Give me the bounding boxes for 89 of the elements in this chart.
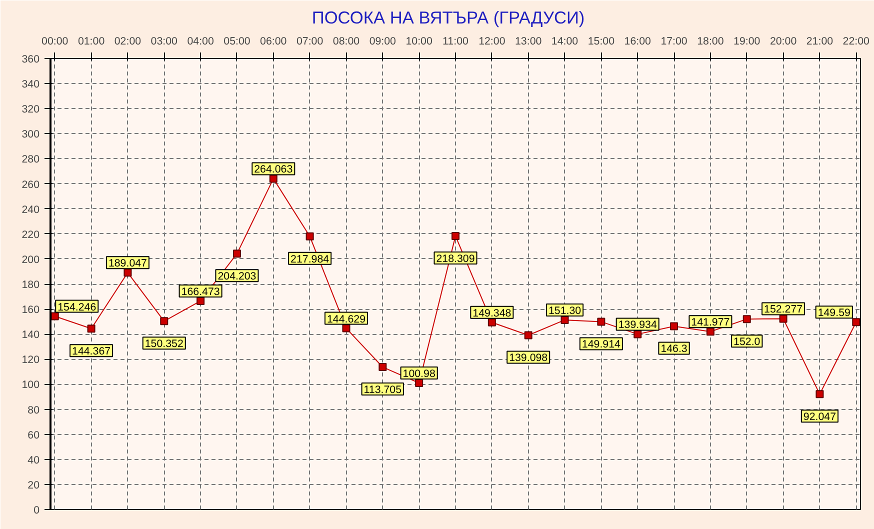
x-tick-label: 14:00 xyxy=(551,36,578,48)
point xyxy=(779,314,788,323)
x-tick-label: 22:00 xyxy=(842,36,870,48)
data-label: 149.348 xyxy=(472,307,512,320)
data-label: 204.203 xyxy=(218,270,256,283)
point xyxy=(232,250,241,258)
point xyxy=(160,317,168,326)
data-label: 139.934 xyxy=(618,319,657,332)
x-tick-label: 05:00 xyxy=(224,36,250,48)
point xyxy=(706,328,714,336)
data-label: 166.473 xyxy=(181,286,220,298)
x-tick-label: 04:00 xyxy=(187,36,214,48)
y-tick-label: 140 xyxy=(22,329,40,342)
x-tick-label: 00:00 xyxy=(42,36,68,48)
x-tick-label: 06:00 xyxy=(260,36,287,48)
y-tick-label: 220 xyxy=(22,228,40,241)
x-tick-label: 19:00 xyxy=(734,36,760,48)
x-tick-label: 07:00 xyxy=(296,36,324,48)
point xyxy=(742,315,751,324)
point xyxy=(196,296,205,305)
x-tick-label: 20:00 xyxy=(770,36,797,48)
point xyxy=(634,330,642,338)
data-label: 100.98 xyxy=(402,368,436,380)
data-label: 139.098 xyxy=(509,352,548,364)
data-label: 149.59 xyxy=(818,307,850,320)
y-tick-label: 180 xyxy=(22,279,40,291)
data-label: 154.246 xyxy=(58,301,96,314)
y-tick-label: 340 xyxy=(22,78,40,91)
point xyxy=(124,268,132,277)
point xyxy=(597,318,606,326)
x-tick-label: 16:00 xyxy=(624,36,652,48)
point xyxy=(269,174,278,183)
x-tick-label: 03:00 xyxy=(150,36,178,48)
data-label: 144.629 xyxy=(326,313,366,326)
data-label: 141.977 xyxy=(691,316,730,329)
y-tick-label: 200 xyxy=(22,254,40,266)
data-label: 92.047 xyxy=(803,411,836,424)
data-label: 152.0 xyxy=(734,336,760,348)
data-label: 152.277 xyxy=(764,304,803,316)
y-tick-label: 240 xyxy=(22,204,40,216)
y-tick-label: 320 xyxy=(22,104,40,116)
point xyxy=(87,324,96,333)
data-label: 113.705 xyxy=(364,384,402,396)
y-tick-label: 120 xyxy=(22,354,40,366)
x-tick-label: 08:00 xyxy=(332,36,360,48)
y-tick-label: 360 xyxy=(22,54,40,66)
x-tick-label: 21:00 xyxy=(806,36,834,48)
y-tick-label: 260 xyxy=(22,178,40,191)
y-tick-label: 160 xyxy=(22,304,40,316)
point xyxy=(560,316,569,324)
y-tick-label: 60 xyxy=(28,429,40,442)
y-tick-label: 280 xyxy=(22,154,40,166)
chart-title: ПОСОКА НА ВЯТЪРА (ГРАДУСИ) xyxy=(312,8,585,28)
point xyxy=(378,363,387,372)
data-label: 218.309 xyxy=(436,253,475,266)
data-label: 264.063 xyxy=(254,164,293,176)
point xyxy=(852,318,860,326)
x-tick-label: 13:00 xyxy=(515,36,542,48)
point xyxy=(306,232,314,240)
y-tick-label: 300 xyxy=(22,128,40,141)
point xyxy=(816,390,824,398)
point xyxy=(342,324,350,332)
point xyxy=(50,312,59,320)
point xyxy=(415,378,424,387)
y-tick-label: 80 xyxy=(28,404,40,416)
point xyxy=(488,318,496,326)
x-tick-label: 12:00 xyxy=(478,36,506,48)
point xyxy=(452,232,460,240)
point xyxy=(524,331,532,340)
y-tick-label: 100 xyxy=(22,379,40,392)
y-tick-label: 0 xyxy=(34,504,40,516)
x-tick-label: 17:00 xyxy=(660,36,688,48)
x-tick-label: 10:00 xyxy=(406,36,432,48)
x-tick-label: 02:00 xyxy=(114,36,142,48)
data-label: 151.30 xyxy=(548,304,582,317)
data-label: 150.352 xyxy=(144,338,184,350)
x-tick-label: 15:00 xyxy=(588,36,615,48)
x-tick-label: 01:00 xyxy=(78,36,105,48)
data-label: 189.047 xyxy=(108,258,148,270)
point xyxy=(670,322,678,330)
x-tick-label: 09:00 xyxy=(369,36,396,48)
x-tick-label: 11:00 xyxy=(442,36,469,48)
data-label: 149.914 xyxy=(582,338,621,351)
y-tick-label: 40 xyxy=(28,454,40,466)
data-label: 217.984 xyxy=(290,253,330,266)
y-tick-label: 20 xyxy=(28,479,40,492)
x-tick-label: 18:00 xyxy=(697,36,724,48)
data-label: 146.3 xyxy=(660,343,688,356)
data-label: 144.367 xyxy=(72,346,111,358)
